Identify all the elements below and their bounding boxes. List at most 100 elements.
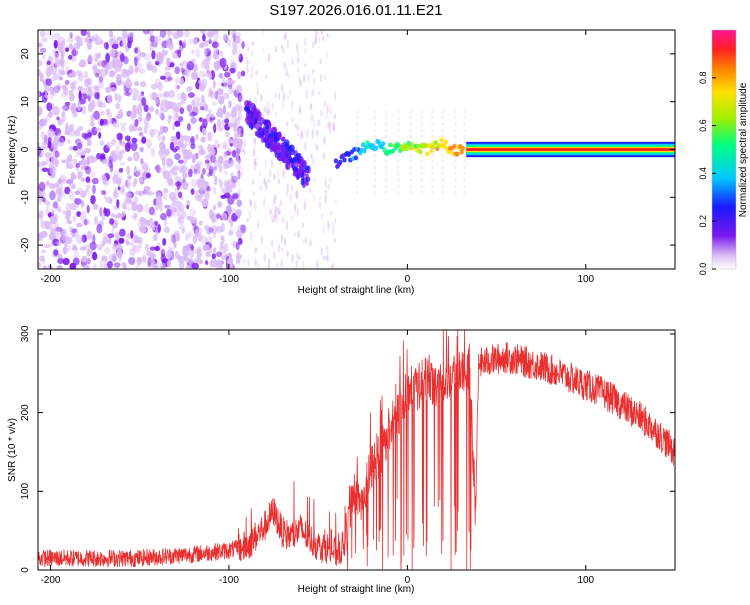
spectrogram-cell	[198, 220, 203, 226]
spectrogram-cell	[409, 184, 412, 188]
spectrogram-cell	[303, 74, 306, 83]
spectrogram-cell	[212, 204, 217, 211]
spectrogram-cell	[159, 108, 165, 118]
spectrogram-cell	[238, 173, 241, 178]
spectrogram-cell	[463, 135, 466, 139]
spectrogram-cell	[135, 168, 143, 177]
spectrogram-cell	[118, 237, 125, 244]
spectrogram-cell	[178, 224, 186, 231]
spectrogram-cell	[77, 101, 81, 111]
colorbar-tick-label: 0.0	[698, 263, 708, 276]
spectrogram-cell	[143, 52, 151, 61]
spectrogram-cell	[225, 130, 230, 138]
spectrogram-cell	[228, 159, 235, 164]
spectrogram-cell	[418, 149, 423, 155]
spectrogram-cell	[166, 177, 174, 185]
spectrogram-cell	[273, 194, 277, 200]
spectrogram-cell	[409, 153, 412, 157]
spectrogram-cell	[127, 138, 131, 149]
spectrogram-cell	[155, 108, 159, 116]
spectrogram-cell	[240, 70, 246, 77]
spectrogram-cell	[151, 92, 158, 101]
spectrogram-cell	[75, 162, 80, 168]
spectrogram-cell	[114, 92, 118, 101]
spectrogram-cell	[93, 85, 99, 90]
spectrogram-cell	[143, 117, 149, 126]
spectrogram-cell	[198, 227, 203, 234]
spectrogram-cell	[214, 175, 218, 186]
spectrogram-cell	[275, 262, 279, 268]
spectrogram-cell	[356, 160, 359, 163]
spectrogram-cell	[317, 36, 321, 43]
spectrogram-cell	[226, 38, 232, 48]
spectrogram-cell	[83, 218, 88, 226]
spectrogram-cell	[57, 132, 62, 141]
spectrogram-cell	[152, 234, 158, 242]
colorbar: 0.0 0.2 0.4 0.6 0.8 Normalized spectral ampl…	[698, 29, 749, 276]
spectrogram-cell	[291, 253, 294, 263]
spectrogram-cell	[182, 60, 188, 66]
spectrogram-cell	[374, 160, 377, 163]
spectrogram-cell	[190, 116, 197, 124]
spectrogram-cell	[315, 30, 318, 36]
spectrogram-cell	[463, 172, 466, 176]
spectrogram-ylabel: Frequency (Hz)	[7, 116, 18, 185]
spectrogram-cell	[267, 107, 270, 116]
spectrogram-cell	[281, 247, 284, 253]
spectrogram-cell	[183, 181, 187, 187]
spectrogram-cell	[420, 153, 423, 157]
spectrogram-cell	[122, 202, 127, 210]
spectrogram-cell	[81, 150, 87, 156]
spectrogram-cell	[118, 167, 124, 173]
spectrogram-cell	[253, 161, 257, 171]
spectrogram-cell	[114, 231, 119, 242]
spectrogram-cell	[199, 106, 206, 111]
spectrogram-cell	[162, 165, 166, 175]
spectrogram-cell	[220, 255, 227, 261]
spectrogram-cell	[297, 231, 300, 239]
spectrogram-cell	[144, 203, 150, 214]
spectrogram-cell	[420, 116, 423, 120]
spectrogram-cell	[262, 30, 265, 35]
snr-xtick-label: 100	[577, 575, 594, 586]
spectrogram-cell	[120, 125, 126, 132]
spectrogram-cell	[431, 178, 434, 182]
spectrogram-cell	[71, 184, 77, 189]
spectrogram-xtick-label: -100	[219, 274, 239, 285]
spectrogram-cell	[131, 242, 136, 251]
spectrogram-cell	[243, 139, 247, 148]
spectrogram-cell	[303, 37, 307, 46]
spectrogram-cell	[210, 213, 218, 223]
spectrogram-cell	[208, 248, 213, 253]
spectrogram-cell	[200, 30, 206, 34]
spectrogram-cell	[409, 135, 412, 139]
spectrogram-cell	[159, 30, 167, 38]
spectrogram-cell	[49, 164, 55, 175]
spectrogram-cell	[463, 141, 466, 145]
spectrogram-cell	[254, 246, 258, 254]
spectrogram-cell	[342, 157, 347, 163]
spectrogram-cell	[38, 181, 46, 192]
spectrogram-cell	[208, 72, 212, 80]
spectrogram-cell	[133, 81, 140, 87]
spectrogram-cell	[212, 79, 216, 89]
spectrogram-cell	[325, 51, 329, 59]
spectrogram-cell	[160, 102, 164, 112]
spectrogram-cell	[324, 189, 327, 194]
spectrogram-cell	[54, 32, 61, 40]
spectrogram-cell	[73, 158, 78, 164]
spectrogram-cell	[117, 186, 121, 191]
spectrogram-cell	[61, 159, 67, 164]
spectrogram-cell	[227, 139, 235, 144]
spectrogram-cell	[90, 113, 95, 124]
spectrogram-cell	[272, 198, 275, 208]
spectrogram-cell	[420, 166, 423, 170]
spectrogram-cell	[67, 54, 73, 60]
spectrogram-cell	[84, 243, 91, 250]
spectrogram-cell	[213, 186, 217, 195]
spectrogram-cell	[94, 57, 99, 62]
spectrogram-cell	[43, 264, 48, 269]
spectrogram-cell	[319, 73, 323, 83]
spectrogram-cell	[322, 224, 325, 234]
